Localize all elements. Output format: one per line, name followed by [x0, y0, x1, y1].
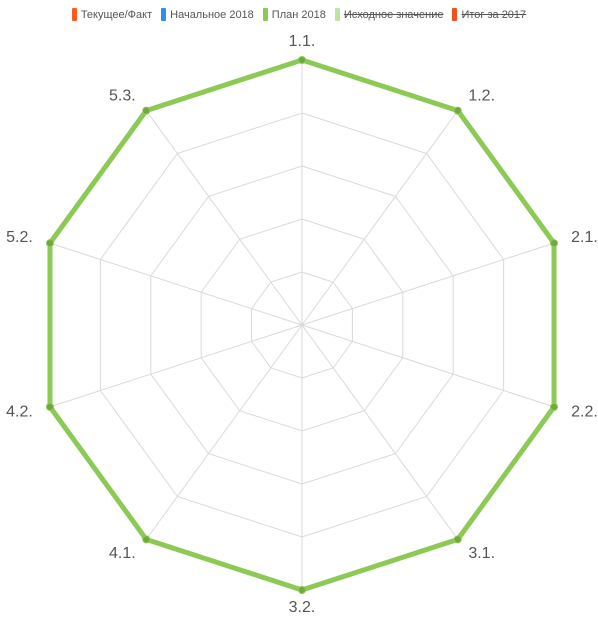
legend-swatch [334, 8, 340, 21]
axis-label: 3.1. [468, 545, 495, 562]
axis-label: 2.1. [571, 229, 598, 246]
axis-label: 4.2. [6, 404, 33, 421]
legend-swatch [262, 8, 268, 21]
data-point[interactable] [550, 402, 559, 411]
legend-label: Начальное 2018 [170, 8, 254, 21]
legend-item-plan-2018[interactable]: План 2018 [262, 8, 326, 21]
axis-label: 1.1. [289, 33, 316, 50]
grid-spoke [145, 324, 303, 540]
data-point[interactable] [550, 239, 559, 248]
axis-label: 3.2. [289, 599, 316, 616]
legend-item-baseline-value[interactable]: Исходное значение [334, 8, 444, 21]
radar-series [45, 56, 559, 594]
axis-label: 1.2. [468, 87, 495, 104]
radar-axis-labels: 1.1. 1.2. 2.1. 2.2. 3.1. 3.2. 4.1. 4.2. 5.2. 5.3. [6, 33, 598, 616]
legend-swatch [161, 8, 167, 21]
data-point[interactable] [45, 239, 54, 248]
data-point[interactable] [142, 535, 151, 544]
grid-spoke [301, 324, 459, 540]
data-point[interactable] [453, 535, 462, 544]
chart-legend: Текущее/Факт Начальное 2018 План 2018 Ис… [0, 8, 598, 21]
data-point[interactable] [142, 106, 151, 115]
legend-item-current-fact[interactable]: Текущее/Факт [71, 8, 153, 21]
grid-spoke [301, 324, 555, 408]
legend-swatch [452, 8, 458, 21]
grid-spoke [145, 110, 303, 326]
data-point[interactable] [298, 586, 306, 594]
data-point[interactable] [298, 56, 306, 64]
legend-item-total-2017[interactable]: Итог за 2017 [452, 8, 526, 21]
grid-spoke [49, 242, 303, 326]
legend-item-initial-2018[interactable]: Начальное 2018 [161, 8, 254, 21]
grid-spoke [301, 110, 459, 326]
legend-label: План 2018 [271, 8, 326, 21]
legend-label: Итог за 2017 [461, 8, 527, 21]
axis-label: 2.2. [571, 404, 598, 421]
legend-label: Исходное значение [343, 8, 444, 21]
data-point[interactable] [45, 402, 54, 411]
legend-label: Текущее/Факт [80, 8, 153, 21]
grid-spoke [49, 324, 303, 408]
grid-spoke [301, 242, 555, 326]
legend-swatch [71, 8, 77, 21]
radar-grid [49, 59, 555, 591]
data-point[interactable] [453, 106, 462, 115]
axis-label: 4.1. [109, 545, 136, 562]
axis-label: 5.2. [6, 229, 33, 246]
axis-label: 5.3. [109, 87, 136, 104]
